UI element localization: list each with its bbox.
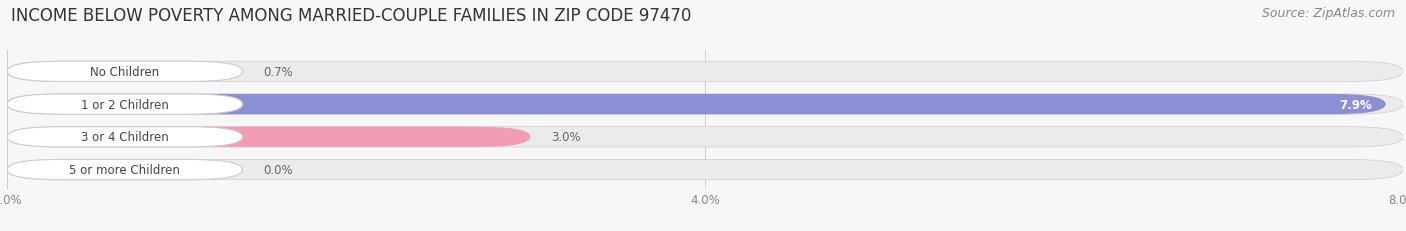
Text: 7.9%: 7.9% — [1339, 98, 1372, 111]
Text: 1 or 2 Children: 1 or 2 Children — [82, 98, 169, 111]
Text: Source: ZipAtlas.com: Source: ZipAtlas.com — [1261, 7, 1395, 20]
Text: No Children: No Children — [90, 66, 159, 79]
Text: 0.0%: 0.0% — [263, 163, 294, 176]
FancyBboxPatch shape — [7, 62, 129, 82]
Text: 3.0%: 3.0% — [551, 131, 581, 144]
Text: 3 or 4 Children: 3 or 4 Children — [82, 131, 169, 144]
FancyBboxPatch shape — [7, 160, 1403, 180]
FancyBboxPatch shape — [7, 94, 243, 115]
FancyBboxPatch shape — [7, 127, 243, 147]
FancyBboxPatch shape — [7, 62, 243, 82]
FancyBboxPatch shape — [7, 160, 243, 180]
FancyBboxPatch shape — [7, 94, 1403, 115]
FancyBboxPatch shape — [7, 62, 1403, 82]
Text: 5 or more Children: 5 or more Children — [69, 163, 180, 176]
FancyBboxPatch shape — [7, 127, 1403, 147]
FancyBboxPatch shape — [7, 94, 1386, 115]
Text: 0.7%: 0.7% — [263, 66, 294, 79]
FancyBboxPatch shape — [7, 127, 530, 147]
Text: INCOME BELOW POVERTY AMONG MARRIED-COUPLE FAMILIES IN ZIP CODE 97470: INCOME BELOW POVERTY AMONG MARRIED-COUPL… — [11, 7, 692, 25]
